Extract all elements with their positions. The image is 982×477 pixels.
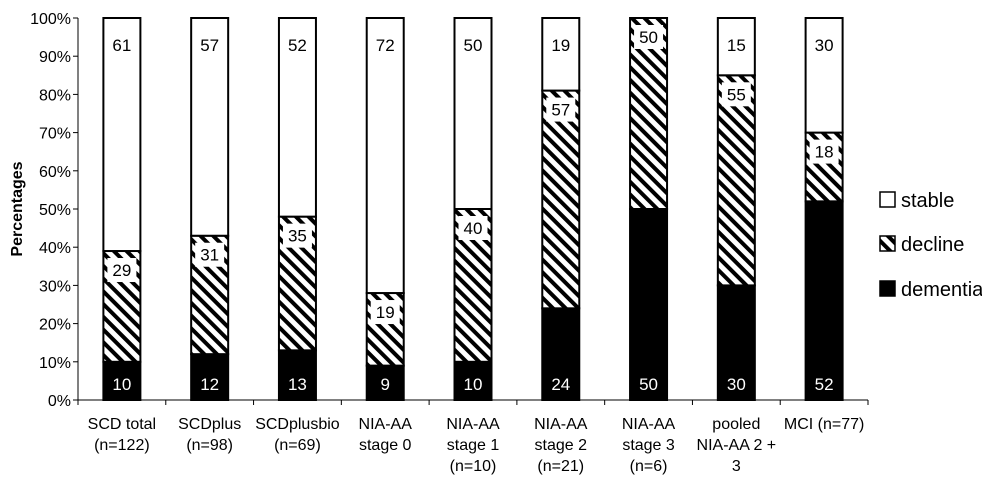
data-label-decline: 40 (464, 219, 483, 238)
data-label-decline: 35 (288, 227, 307, 246)
legend-swatch-decline (879, 235, 896, 252)
x-category-label: (n=98) (186, 437, 233, 454)
bar-segment-decline (541, 89, 581, 310)
bar-segment-dementia (629, 208, 669, 401)
legend-label-stable: stable (901, 190, 954, 212)
x-category-label: SCD total (88, 416, 156, 433)
y-tick-label: 70% (39, 126, 71, 143)
x-category-label: NIA-AA (622, 416, 676, 433)
data-label-decline: 57 (551, 101, 570, 120)
x-category-label: MCI (n=77) (784, 416, 864, 433)
bar-segment-stable (804, 17, 844, 134)
y-tick-label: 30% (39, 278, 71, 295)
y-tick-label: 10% (39, 355, 71, 372)
y-tick-label: 60% (39, 164, 71, 181)
x-category-label: stage 2 (535, 437, 588, 454)
x-category-label: 3 (732, 458, 741, 475)
x-category-label: SCDplusbio (255, 416, 340, 433)
x-category-label: stage 0 (359, 437, 412, 454)
data-label-background (721, 82, 751, 107)
data-label-decline: 55 (727, 85, 746, 104)
bars (102, 17, 844, 402)
axes: 0% 10% 20% 30% 40% 50% 60% 70% 80% 90% 100% (30, 11, 869, 410)
data-label-decline: 19 (376, 303, 395, 322)
data-labels: 10 29 61 12 31 57 13 35 52 9 19 72 10 40 50 24 57 19 50 50 3… (107, 25, 839, 394)
bar-segment-dementia (716, 284, 756, 401)
y-tick-label: 80% (39, 87, 71, 104)
data-label-decline: 31 (200, 246, 219, 265)
x-category-label: stage 3 (622, 437, 675, 454)
legend: stable decline dementia (879, 190, 982, 301)
data-label-background (370, 300, 400, 325)
bar-segment-stable (716, 17, 756, 77)
bar-segment-dementia (804, 200, 844, 401)
x-category-label: (n=21) (537, 458, 584, 475)
data-label-dementia: 10 (464, 375, 483, 394)
data-label-stable: 19 (551, 36, 570, 55)
bar-segment-stable (365, 17, 405, 295)
x-category-label: (n=69) (274, 437, 321, 454)
bar-segment-stable (277, 17, 317, 218)
x-category-label: (n=122) (94, 437, 150, 454)
data-label-background (458, 216, 488, 240)
bar-segment-decline (716, 74, 756, 287)
data-label-dementia: 52 (815, 375, 834, 394)
data-label-background (634, 25, 664, 49)
data-label-stable: 72 (376, 36, 395, 55)
data-label-background (546, 97, 576, 122)
data-label-stable: 15 (727, 36, 746, 55)
data-label-dementia: 13 (288, 375, 307, 394)
data-label-dementia: 9 (380, 375, 389, 394)
legend-swatch-dementia (879, 280, 896, 297)
bar-segment-stable (541, 17, 581, 92)
data-label-dementia: 10 (112, 375, 131, 394)
bar-segment-dementia (453, 360, 493, 401)
y-tick-label: 50% (39, 202, 71, 219)
y-tick-label: 90% (39, 49, 71, 66)
legend-label-dementia: dementia (901, 279, 982, 301)
y-tick-label: 40% (39, 240, 71, 257)
legend-label-decline: decline (901, 234, 964, 256)
x-category-label: NIA-AA 2 + (697, 437, 777, 454)
y-tick-label: 20% (39, 317, 71, 334)
y-axis-label: Percentages (9, 161, 26, 256)
data-label-decline: 18 (815, 143, 834, 162)
x-category-label: stage 1 (447, 437, 500, 454)
data-label-stable: 57 (200, 36, 219, 55)
x-category-label: SCDplus (178, 416, 241, 433)
bar-segment-stable (102, 17, 142, 253)
legend-swatch-stable (879, 191, 896, 208)
x-category-label: (n=10) (450, 458, 497, 475)
data-label-background (809, 139, 839, 164)
data-label-stable: 52 (288, 36, 307, 55)
data-label-background (195, 242, 225, 267)
bar-segment-stable (190, 17, 230, 237)
category-labels: SCD total (n=122) SCDplus (n=98) SCDplusbio (… (88, 416, 865, 475)
data-label-dementia: 30 (727, 375, 746, 394)
x-category-label: (n=6) (630, 458, 668, 475)
data-label-stable: 30 (815, 36, 834, 55)
data-label-dementia: 24 (551, 375, 570, 394)
bar-segment-dementia (541, 307, 581, 402)
x-category-label: pooled (712, 416, 760, 433)
y-tick-label: 100% (30, 11, 71, 28)
data-label-stable: 61 (112, 36, 131, 55)
data-label-decline: 29 (112, 261, 131, 280)
data-label-decline: 50 (639, 28, 658, 47)
x-category-label: NIA-AA (534, 416, 588, 433)
y-tick-label: 0% (48, 393, 71, 410)
bar-segment-stable (453, 17, 493, 210)
data-label-stable: 50 (464, 36, 483, 55)
data-label-dementia: 50 (639, 375, 658, 394)
bar-segment-decline (629, 17, 669, 210)
data-label-dementia: 12 (200, 375, 219, 394)
x-category-label: NIA-AA (446, 416, 500, 433)
data-label-background (282, 223, 312, 248)
x-category-label: NIA-AA (359, 416, 413, 433)
data-label-background (107, 258, 137, 283)
